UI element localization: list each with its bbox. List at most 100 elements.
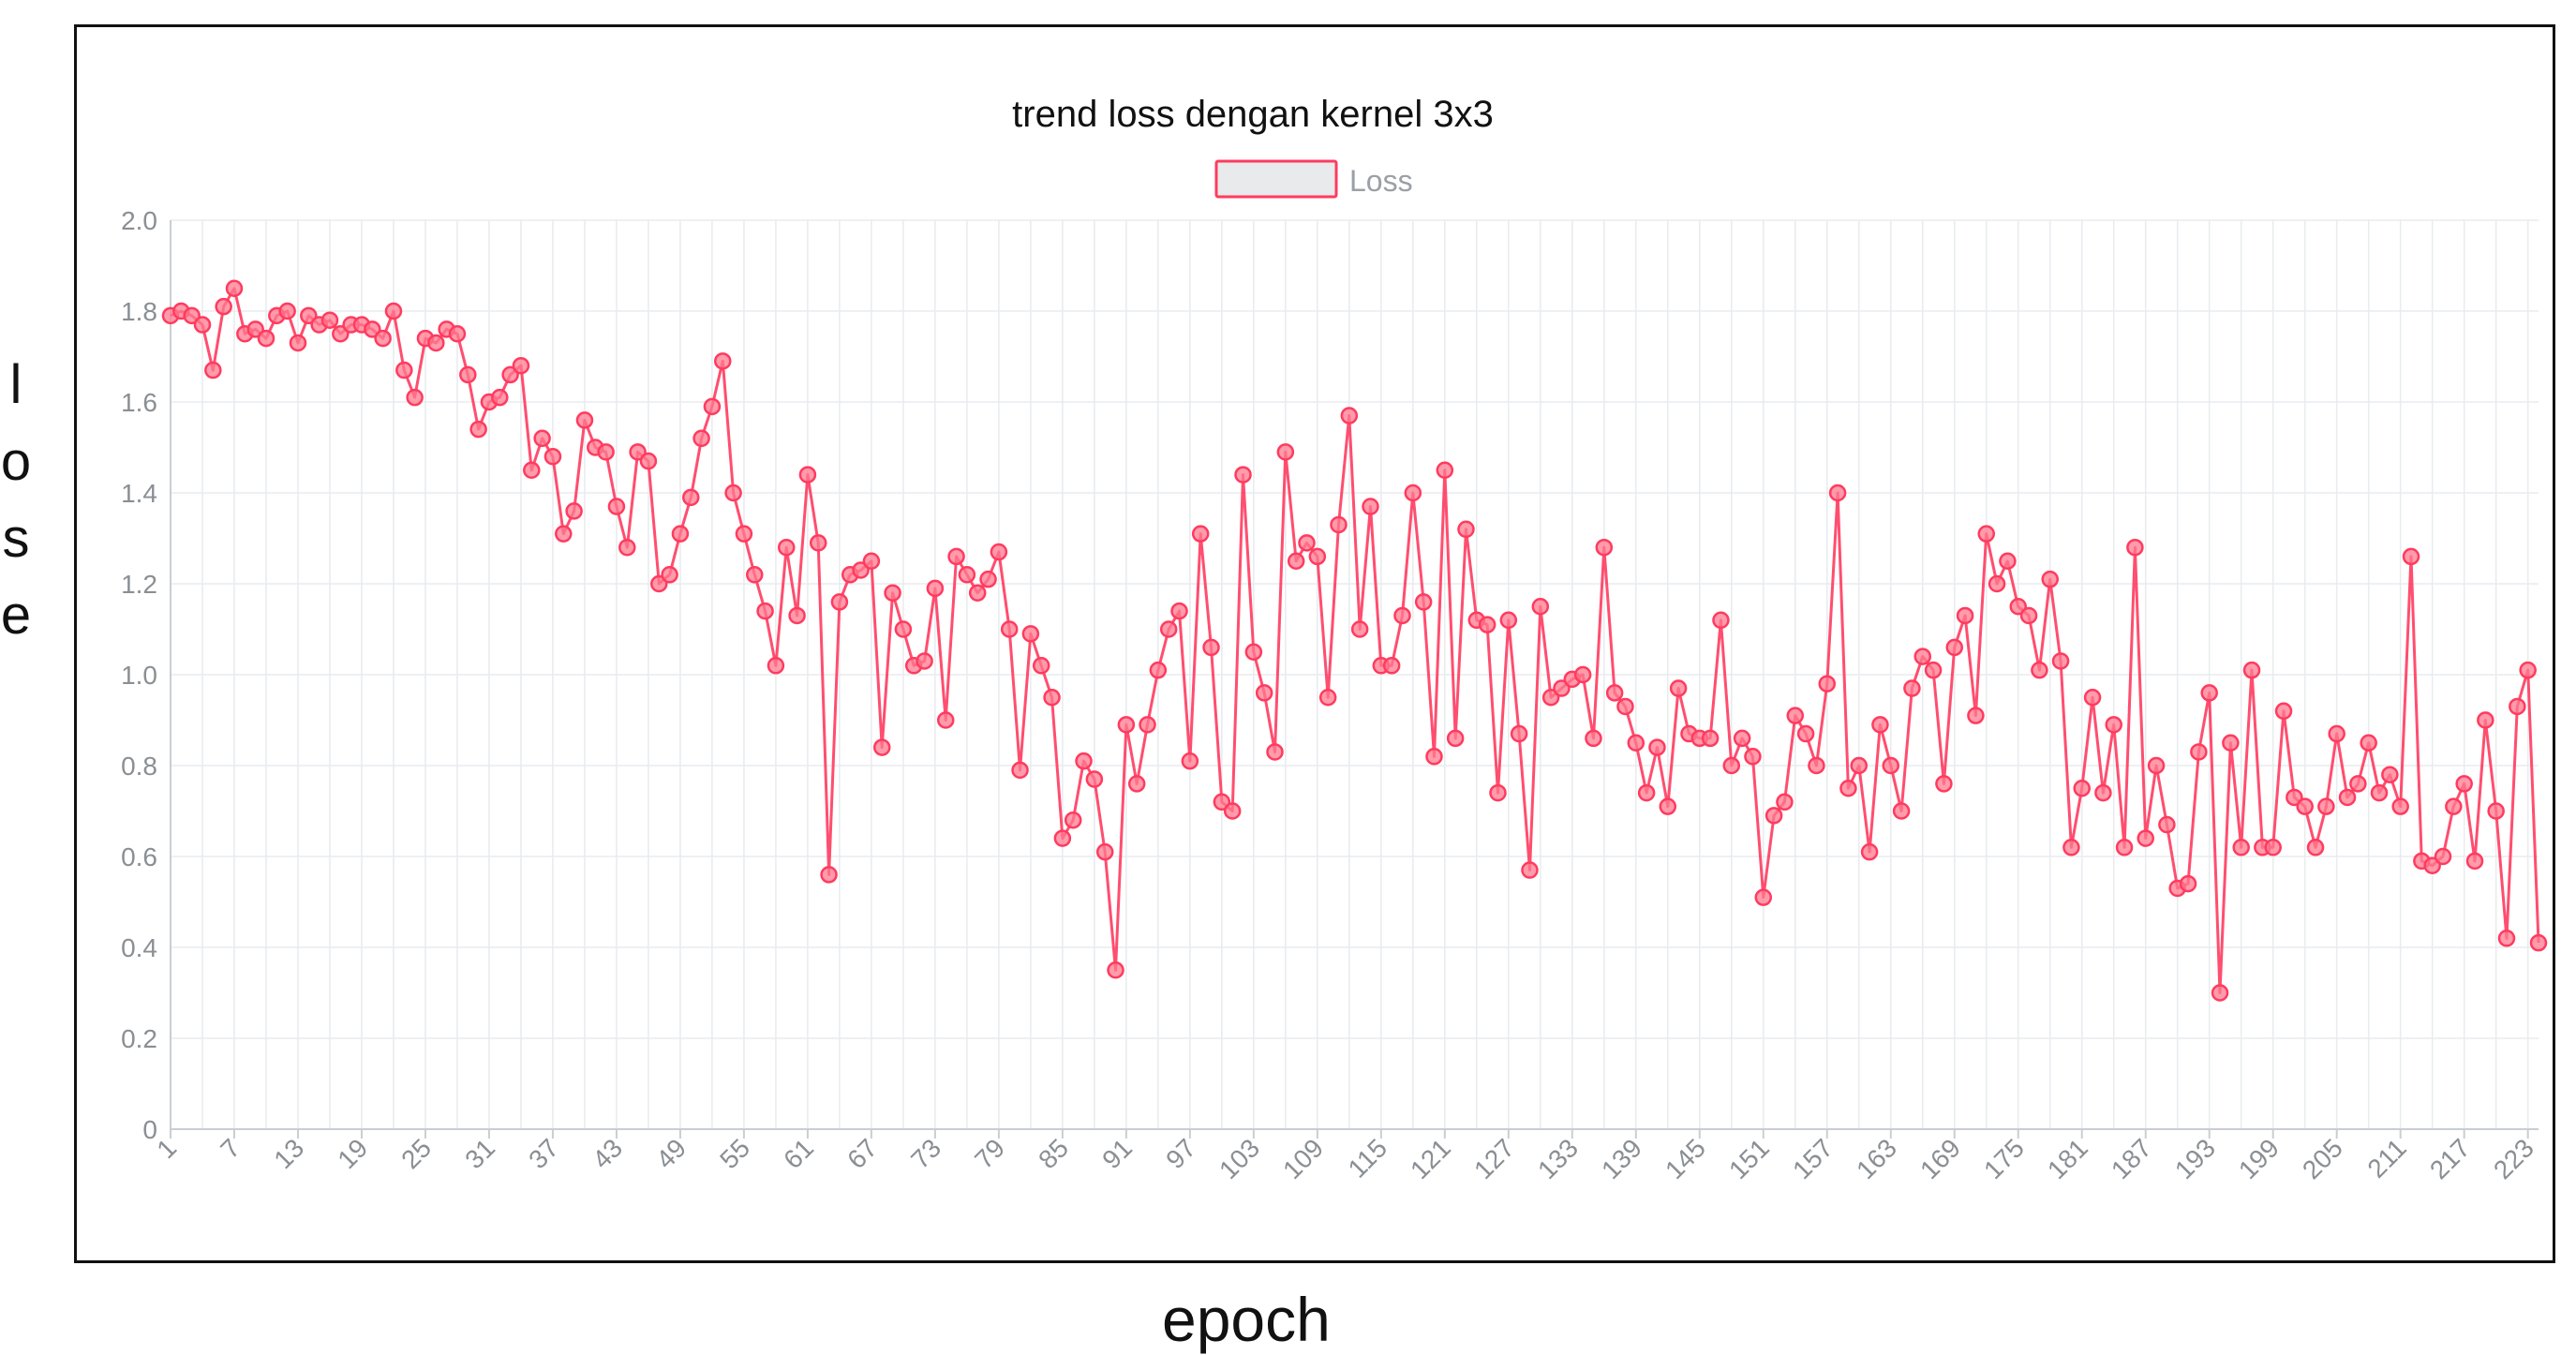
series-loss [161,279,2548,1002]
x-tick-label: 55 [714,1133,755,1174]
data-point [2242,661,2261,679]
x-tick-label: 1 [151,1133,182,1164]
data-point [1266,743,1284,761]
data-point [1999,552,2017,570]
data-point [1107,961,1124,979]
data-point [777,538,796,557]
data-point [1754,888,1773,906]
data-point [2360,734,2377,752]
data-point [1967,707,1985,724]
data-point [692,429,710,448]
data-point [2338,788,2357,807]
data-point [2190,743,2208,761]
data-point [1786,707,1805,724]
x-tick-label: 169 [1914,1133,1966,1184]
data-point [1181,752,1199,770]
data-point [1191,525,1210,543]
axes [170,220,2539,1139]
data-point [1075,752,1093,770]
y-tick-label: 1.0 [121,661,157,690]
data-point [289,334,307,352]
data-point [2051,652,2070,670]
x-axis-ticks: 1 7 13 19 25 31 37 43 49 55 61 67 73 79 85 91 97 103 109 11… [151,1133,2539,1184]
data-point [1276,443,1295,461]
data-point [607,498,626,515]
data-point [968,584,987,602]
data-point [501,365,519,384]
x-tick-label: 211 [2361,1133,2411,1183]
data-point [2137,829,2154,847]
data-point [1627,734,1645,752]
y-axis-label-letter: l [9,354,22,415]
data-point [1330,515,1348,534]
data-point [1127,775,1146,793]
data-point [916,652,933,670]
data-point [820,866,838,884]
data-point [1244,643,1263,661]
data-point [2497,930,2516,947]
x-tick-label: 73 [905,1133,946,1174]
data-point [2019,606,2038,625]
data-point [395,361,413,380]
data-point [1202,638,1220,657]
data-point [1255,684,1273,702]
x-tick-label: 181 [2042,1133,2093,1184]
data-point [894,620,913,638]
y-tick-label: 0.6 [121,842,157,871]
data-point [2264,839,2282,856]
x-tick-label: 145 [1660,1133,1711,1184]
data-point [2477,711,2494,729]
data-point [650,574,668,593]
data-point [1669,679,1688,697]
data-point [1234,466,1252,484]
x-tick-label: 97 [1160,1133,1201,1174]
line-chart: trend loss dengan kernel 3x3 Loss 0 0.2 0.… [121,94,2548,1184]
data-point [1043,689,1061,707]
data-point [682,488,700,507]
data-point [1170,602,1188,620]
data-point [523,461,541,479]
data-point [979,570,997,588]
y-tick-label: 0.4 [121,933,157,962]
data-point [204,361,222,380]
data-point [2370,783,2389,802]
data-point [1796,724,1815,743]
x-tick-label: 13 [268,1133,309,1174]
data-point [1722,756,1741,775]
x-tick-label: 199 [2233,1133,2285,1184]
data-point [2094,783,2112,802]
x-tick-label: 103 [1214,1133,1265,1184]
data-point [1223,802,1242,820]
x-tick-label: 109 [1277,1133,1329,1184]
data-point [2328,724,2345,743]
data-point [767,657,785,675]
data-point [1945,638,1963,657]
data-point [1956,606,1974,625]
data-point [756,602,774,620]
data-point [1510,724,1528,743]
data-point [990,543,1008,561]
data-point [2083,689,2102,707]
data-point [1935,775,1953,793]
data-point [2402,547,2420,566]
data-point [1605,684,1624,702]
data-point [618,538,636,557]
data-point [332,325,350,343]
chart-title: trend loss dengan kernel 3x3 [1012,94,1494,135]
x-tick-label: 43 [587,1133,628,1174]
data-point [1489,783,1507,802]
data-point [1764,807,1783,825]
x-tick-label: 193 [2169,1133,2221,1184]
data-point [735,525,753,543]
y-axis-ticks: 0 0.2 0.4 0.6 0.8 1.0 1.2 1.4 1.6 1.8 2.0 [121,206,157,1144]
data-point [2465,852,2484,871]
data-point [2423,856,2441,874]
x-tick-label: 37 [523,1133,564,1174]
data-point [597,443,615,461]
data-point [1350,620,1369,638]
data-point [2296,797,2314,815]
x-tick-label: 205 [2297,1133,2348,1184]
data-point [1425,748,1443,766]
data-point [512,356,530,375]
data-point [2073,780,2091,797]
